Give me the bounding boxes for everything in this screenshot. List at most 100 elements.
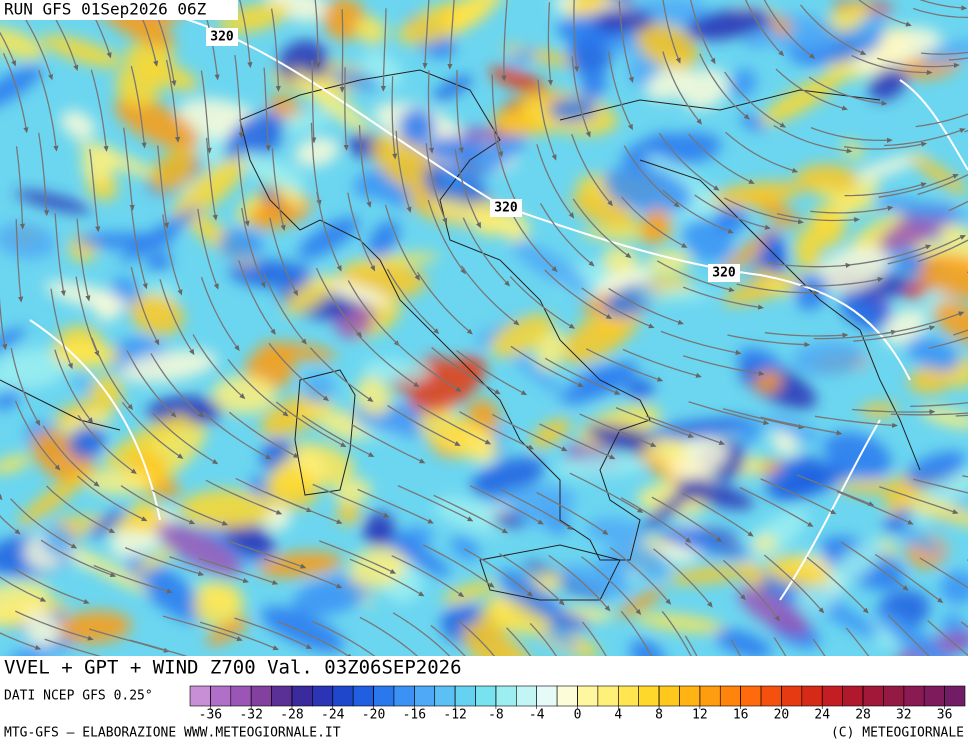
streamline xyxy=(77,414,137,475)
streamline xyxy=(806,556,869,614)
streamline xyxy=(457,619,495,656)
field-blob xyxy=(261,606,344,652)
colorbar-swatch xyxy=(760,685,782,707)
streamline xyxy=(89,149,101,233)
field-blob xyxy=(767,555,833,588)
field-blob xyxy=(432,75,473,101)
field-blob xyxy=(770,430,799,456)
streamline xyxy=(694,194,771,230)
streamline xyxy=(948,200,968,212)
colorbar-swatch xyxy=(210,685,232,707)
streamline xyxy=(877,57,960,69)
streamline xyxy=(581,287,655,329)
streamline xyxy=(200,70,212,154)
streamline xyxy=(688,133,755,184)
streamline xyxy=(355,332,420,388)
colorbar-tick-label: 28 xyxy=(855,708,871,723)
streamline xyxy=(301,414,375,457)
streamline xyxy=(500,488,574,530)
contour-label: 320 xyxy=(494,201,518,216)
streamline xyxy=(391,76,398,160)
streamline xyxy=(571,56,591,138)
field-blob xyxy=(0,327,26,356)
streamline xyxy=(270,8,281,92)
streamline xyxy=(853,325,936,342)
streamline xyxy=(264,491,343,524)
streamline xyxy=(162,615,243,642)
streamline xyxy=(316,191,342,272)
streamline xyxy=(275,401,347,448)
field-blob xyxy=(840,292,893,331)
field-blob xyxy=(629,639,666,656)
streamline xyxy=(682,286,764,310)
streamline xyxy=(129,639,188,656)
field-blob xyxy=(868,66,908,101)
streamline xyxy=(314,0,321,69)
streamline xyxy=(269,217,298,297)
streamline xyxy=(241,207,266,288)
field-blob xyxy=(592,8,654,33)
streamline xyxy=(653,548,713,608)
field-blob xyxy=(571,190,636,229)
streamline xyxy=(890,412,968,416)
streamline xyxy=(205,479,283,515)
colorbar-tick-label: -28 xyxy=(280,708,303,723)
field-blob xyxy=(145,62,198,91)
field-blob xyxy=(567,0,609,15)
streamline xyxy=(205,137,218,221)
streamline xyxy=(646,415,726,445)
streamline xyxy=(228,411,300,458)
field-blob xyxy=(361,359,433,381)
streamline xyxy=(343,67,349,151)
field-blob xyxy=(259,342,337,361)
colorbar-swatch xyxy=(842,685,864,707)
field-blob xyxy=(808,204,846,249)
colorbar: -36 -32 -28 -24 -20 -16 -12 -8 -4 0 4 8 12 16 20 24 28 32… xyxy=(189,685,966,723)
streamline xyxy=(507,205,558,273)
streamline xyxy=(808,76,888,106)
streamline xyxy=(13,567,90,604)
streamline xyxy=(124,546,205,576)
field-blob xyxy=(297,216,360,260)
streamline xyxy=(417,404,492,445)
streamline xyxy=(234,55,244,139)
field-blob xyxy=(127,555,206,623)
streamline xyxy=(90,69,109,152)
field-blob xyxy=(640,208,672,245)
colorbar-swatch xyxy=(719,685,741,707)
field-blob xyxy=(363,511,395,547)
streamline xyxy=(814,415,898,428)
streamline xyxy=(883,311,965,335)
streamline xyxy=(917,174,968,196)
streamline xyxy=(312,483,390,518)
streamline xyxy=(662,51,703,125)
streamline xyxy=(200,276,240,352)
streamline xyxy=(0,576,47,602)
streamline xyxy=(887,614,930,656)
streamline xyxy=(46,485,116,533)
streamline xyxy=(162,214,183,296)
streamline xyxy=(126,350,177,418)
streamline xyxy=(661,610,692,656)
colorbar-swatch xyxy=(577,685,599,707)
field-blob xyxy=(225,111,285,166)
streamline xyxy=(454,149,481,229)
header-box xyxy=(0,0,238,20)
field-blob xyxy=(791,340,864,376)
streamline xyxy=(844,182,927,197)
colorbar-swatch xyxy=(821,685,843,707)
field-blob xyxy=(490,313,554,358)
streamline xyxy=(309,347,374,402)
colorbar-tick-label: 12 xyxy=(692,708,708,723)
field-blob xyxy=(120,349,218,383)
field-blob xyxy=(3,630,82,656)
field-blob xyxy=(613,540,669,579)
streamline xyxy=(610,546,672,605)
field-blob xyxy=(621,132,673,162)
colorbar-swatch xyxy=(740,685,762,707)
streamline xyxy=(50,288,73,370)
colorbar-swatch xyxy=(291,685,313,707)
streamline xyxy=(681,492,754,537)
streamline xyxy=(910,401,968,407)
